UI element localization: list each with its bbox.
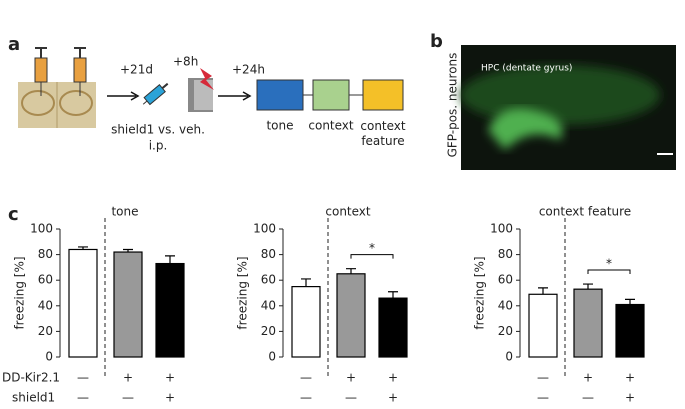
condition-label: shield1: [12, 391, 55, 405]
condition-mark: —: [345, 391, 357, 405]
test-label: context: [308, 119, 354, 133]
error-bar: [165, 255, 175, 264]
injection-label: shield1 vs. veh.: [111, 123, 205, 137]
error-bar: [78, 246, 88, 250]
condition-mark: +: [346, 371, 356, 385]
brain-slice: [18, 82, 96, 128]
y-tick-label: 100: [253, 222, 276, 236]
condition-mark: —: [122, 391, 134, 405]
chart-title: context: [325, 205, 371, 219]
test-label: tone: [266, 119, 293, 133]
injection-label: i.p.: [149, 139, 168, 153]
condition-mark: —: [537, 391, 549, 405]
y-tick-label: 80: [38, 247, 53, 261]
test-box: [256, 79, 304, 111]
bar: [113, 251, 143, 358]
chart-title: context feature: [539, 205, 631, 219]
y-tick-label: 60: [498, 273, 513, 287]
y-tick-label: 80: [498, 247, 513, 261]
condition-mark: —: [537, 371, 549, 385]
condition-mark: +: [165, 371, 175, 385]
bar: [528, 293, 558, 358]
y-tick-label: 40: [261, 298, 276, 312]
error-bar: [123, 248, 133, 253]
test-label: context feature: [360, 119, 406, 148]
y-tick-label: 0: [45, 350, 53, 364]
y-tick-label: 60: [38, 273, 53, 287]
step-label: +21d: [120, 63, 153, 77]
bar: [68, 248, 98, 358]
bar: [155, 262, 185, 358]
condition-mark: +: [625, 371, 635, 385]
condition-mark: —: [300, 371, 312, 385]
significance-bracket: [587, 269, 631, 275]
y-tick-label: 20: [498, 324, 513, 338]
y-tick-label: 20: [38, 324, 53, 338]
arrow-head: [242, 91, 252, 101]
chart-title: tone: [111, 205, 138, 219]
arrow-head: [130, 91, 140, 101]
error-bar: [388, 291, 398, 299]
condition-label: DD-Kir2.1: [2, 371, 60, 385]
y-tick-label: 0: [505, 350, 513, 364]
y-tick-label: 40: [38, 298, 53, 312]
test-box: [362, 79, 404, 111]
condition-mark: —: [77, 391, 89, 405]
bar: [615, 303, 645, 358]
y-axis-label: freezing [%]: [236, 256, 250, 329]
condition-mark: —: [77, 371, 89, 385]
micrograph: [460, 45, 676, 170]
y-tick-label: 80: [261, 247, 276, 261]
error-bar: [301, 278, 311, 287]
y-tick-label: 100: [490, 222, 513, 236]
panel-label: a: [8, 34, 20, 55]
step-label: +24h: [232, 63, 265, 77]
step-label: +8h: [173, 55, 198, 69]
condition-mark: +: [388, 371, 398, 385]
y-axis-label: freezing [%]: [13, 256, 27, 329]
test-box: [312, 79, 350, 111]
bar: [573, 288, 603, 358]
error-bar: [583, 283, 593, 290]
error-bar: [625, 298, 635, 305]
condition-mark: +: [165, 391, 175, 405]
y-tick-label: 20: [261, 324, 276, 338]
y-tick-label: 60: [261, 273, 276, 287]
condition-mark: —: [300, 391, 312, 405]
image-caption: HPC (dentate gyrus): [481, 64, 572, 74]
condition-mark: +: [625, 391, 635, 405]
condition-mark: +: [583, 371, 593, 385]
y-tick-label: 100: [30, 222, 53, 236]
significance-label: *: [606, 257, 612, 271]
significance-bracket: [350, 254, 394, 259]
syringes: [34, 47, 87, 96]
error-bar: [346, 268, 356, 274]
significance-label: *: [369, 241, 375, 255]
error-bar: [538, 287, 548, 295]
small-syringe: [142, 82, 169, 106]
bar: [291, 286, 321, 358]
panel-label: b: [430, 31, 443, 52]
bar: [336, 273, 366, 358]
shock-box: [188, 68, 214, 112]
bar: [378, 297, 408, 358]
condition-mark: +: [388, 391, 398, 405]
y-tick-label: 40: [498, 298, 513, 312]
condition-mark: —: [582, 391, 594, 405]
image-ylabel: GFP-pos. neurons: [446, 53, 460, 158]
panel-label: c: [8, 204, 19, 225]
condition-mark: +: [123, 371, 133, 385]
y-tick-label: 0: [268, 350, 276, 364]
y-axis-label: freezing [%]: [473, 256, 487, 329]
